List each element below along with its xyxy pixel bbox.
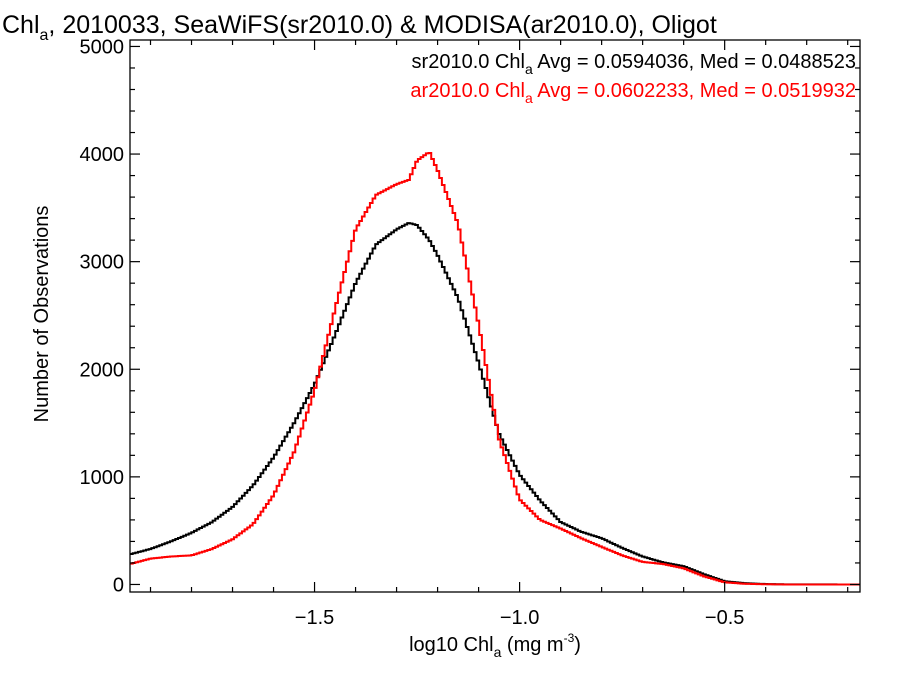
y-axis-label: Number of Observations	[31, 206, 53, 423]
x-tick-label: −0.5	[705, 607, 744, 629]
series-layer	[130, 152, 860, 586]
y-tick-label: 3000	[80, 252, 125, 274]
histogram-series-0	[130, 222, 860, 586]
stat-text-ar2010: ar2010.0 Chla Avg = 0.0602233, Med = 0.0…	[410, 80, 856, 106]
y-tick-label: 4000	[80, 144, 125, 166]
tick-layer: −1.5 −1.0 −0.5 0 1000 2000 3000 4000 5000	[80, 36, 860, 629]
x-axis-label: log10 Chla (mg m-3)	[409, 631, 581, 660]
chart-title: Chla, 2010033, SeaWiFS(sr2010.0) & MODIS…	[2, 11, 717, 44]
x-tick-label: −1.0	[500, 607, 539, 629]
x-tick-label: −1.5	[295, 607, 334, 629]
plot-frame	[129, 39, 861, 593]
y-tick-label: 0	[113, 574, 124, 596]
y-tick-label: 1000	[80, 467, 125, 489]
histogram-series-1	[130, 152, 860, 586]
stat-text-sr2010: sr2010.0 Chla Avg = 0.0594036, Med = 0.0…	[412, 51, 856, 77]
title-prefix: Chl	[2, 11, 40, 39]
y-tick-label: 2000	[80, 359, 125, 381]
title-suffix: , 2010033, SeaWiFS(sr2010.0) & MODISA(ar…	[48, 11, 716, 39]
title-subscript: a	[40, 27, 49, 44]
y-tick-label: 5000	[80, 36, 125, 58]
